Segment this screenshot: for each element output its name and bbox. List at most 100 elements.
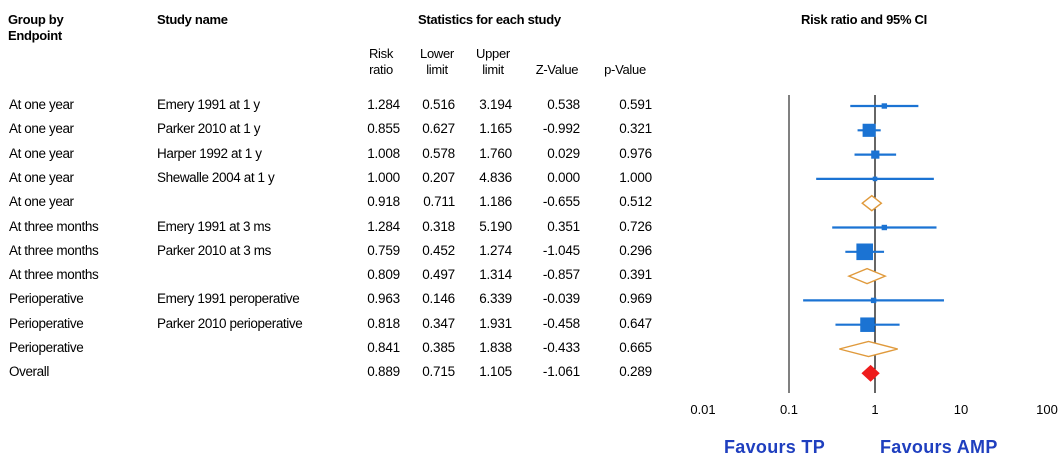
z-subheader: Z-Value [535,62,579,77]
x-tick-label: 0.01 [690,402,715,417]
rr-cell: 1.284 [367,97,400,112]
subtotal-diamond [861,194,883,212]
study-marker [860,317,875,332]
upper-subheader-line1: Upper [476,46,510,61]
group-cell: At one year [9,145,74,161]
study-cell: Parker 2010 at 3 ms [157,242,271,258]
group-cell: At three months [9,242,99,258]
study-marker [856,243,874,261]
upper-cell: 4.836 [479,169,512,185]
p-cell: 0.591 [619,97,652,112]
lower-cell: 0.715 [422,364,455,380]
study-cell: Emery 1991 peroperative [157,291,300,307]
z-cell: 0.029 [547,145,580,161]
z-cell: 0.538 [547,97,580,112]
group-cell: At one year [9,97,74,112]
group-header: Group by Endpoint [8,12,64,44]
p-subheader: p-Value [604,62,646,77]
upper-cell: 1.760 [479,145,512,161]
p-cell: 0.391 [619,267,652,283]
group-header-line2: Endpoint [8,28,62,43]
rr-cell: 1.000 [367,169,400,185]
z-cell: 0.000 [547,169,580,185]
upper-cell: 1.931 [479,315,512,331]
lower-cell: 0.578 [422,145,455,161]
study-cell: Harper 1992 at 1 y [157,145,262,161]
upper-subheader-line2: limit [482,62,504,77]
p-cell: 0.512 [619,194,652,210]
lower-cell: 0.347 [422,315,455,331]
lower-cell: 0.516 [422,97,455,112]
study-cell: Parker 2010 at 1 y [157,121,261,137]
rr-cell: 0.889 [367,364,400,380]
rr-cell: 0.855 [367,121,400,137]
study-marker [870,297,877,304]
p-cell: 1.000 [619,169,652,185]
group-cell: At one year [9,121,74,137]
rr-cell: 0.759 [367,242,400,258]
x-tick-label: 100 [1036,402,1058,417]
plot-header: Risk ratio and 95% CI [801,12,927,27]
study-header: Study name [157,12,228,27]
upper-cell: 5.190 [479,218,512,234]
group-cell: Perioperative [9,291,84,307]
subtotal-diamond [839,340,898,358]
rr-subheader-line2: ratio [369,62,393,77]
z-cell: -0.655 [542,194,580,210]
study-marker [862,123,876,137]
study-cell: Emery 1991 at 3 ms [157,218,271,234]
rr-subheader: Risk ratio [360,46,402,78]
study-marker [872,176,878,182]
study-cell: Parker 2010 perioperative [157,315,303,331]
study-cell: Emery 1991 at 1 y [157,97,260,112]
upper-cell: 1.105 [479,364,512,380]
p-cell: 0.976 [619,145,652,161]
study-marker [881,103,888,109]
z-cell: 0.351 [547,218,580,234]
lower-cell: 0.497 [422,267,455,283]
rr-cell: 0.918 [367,194,400,210]
subtotal-diamond [847,267,888,285]
rr-cell: 0.818 [367,315,400,331]
p-cell: 0.296 [619,242,652,258]
p-cell: 0.289 [619,364,652,380]
study-marker [881,224,888,231]
lower-cell: 0.711 [423,194,455,210]
group-cell: Perioperative [9,340,84,355]
z-cell: -0.458 [542,315,580,331]
upper-cell: 1.186 [479,194,512,210]
group-cell: At three months [9,218,99,234]
lower-subheader-line2: limit [426,62,448,77]
lower-cell: 0.452 [422,242,455,258]
rr-cell: 0.841 [367,340,400,355]
rr-cell: 1.008 [367,145,400,161]
upper-cell: 1.165 [479,121,512,137]
lower-subheader-line1: Lower [420,46,454,61]
study-cell: Shewalle 2004 at 1 y [157,169,275,185]
z-cell: -0.433 [542,340,580,355]
group-cell: At three months [9,267,99,283]
rr-subheader-line1: Risk [368,46,394,61]
x-tick-label: 1 [871,402,878,417]
group-cell: Overall [9,364,49,380]
favours-left-label: Favours TP [724,437,826,457]
lower-cell: 0.318 [422,218,455,234]
upper-cell: 3.194 [479,97,512,112]
favours-right-label: Favours AMP [880,437,998,457]
stats-header: Statistics for each study [418,12,561,27]
lower-subheader: Lower limit [415,46,459,78]
p-cell: 0.969 [619,291,652,307]
z-cell: -0.992 [542,121,580,137]
rr-cell: 1.284 [367,218,400,234]
z-cell: -1.061 [542,364,580,380]
lower-cell: 0.207 [422,169,455,185]
lower-cell: 0.385 [422,340,455,355]
study-marker [871,150,880,159]
group-cell: At one year [9,169,74,185]
x-tick-label: 10 [954,402,968,417]
x-tick-label: 0.1 [780,402,798,417]
lower-cell: 0.627 [422,121,455,137]
upper-cell: 1.838 [479,340,512,355]
upper-cell: 1.314 [479,267,512,283]
